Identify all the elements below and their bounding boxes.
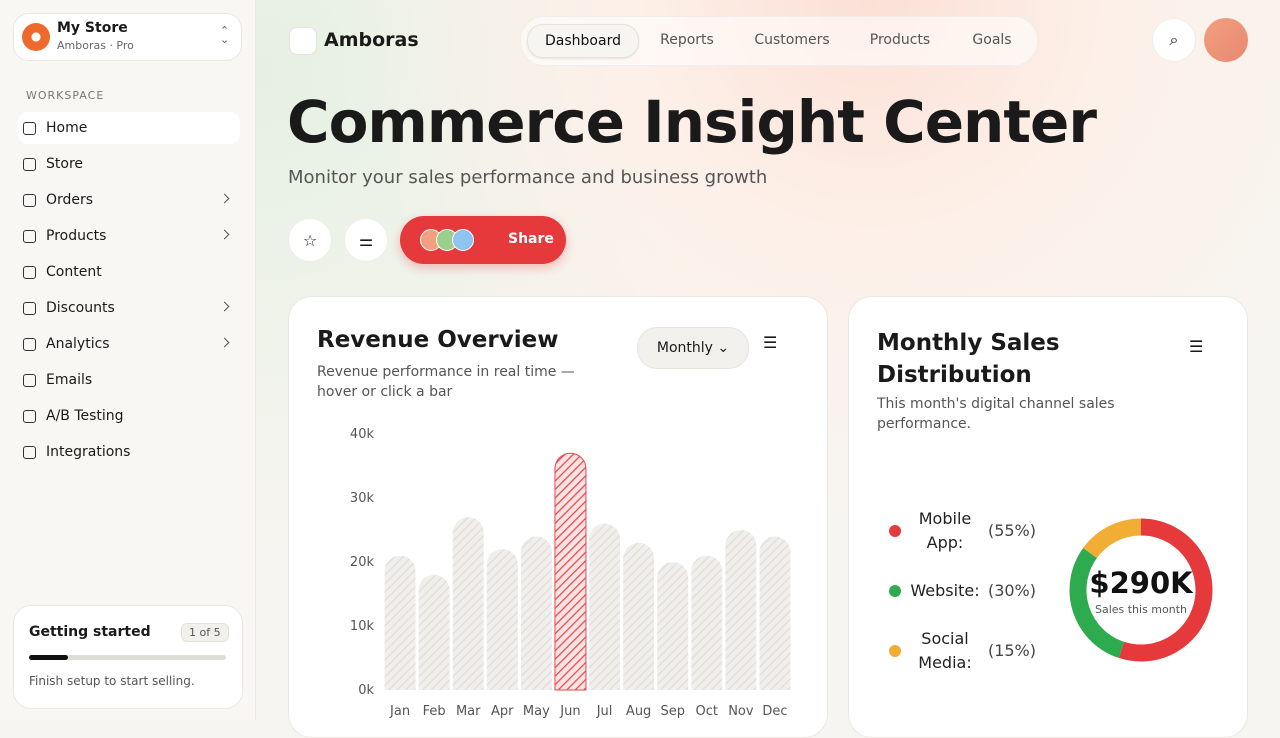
avatar[interactable] — [1204, 18, 1248, 62]
nav-icon — [23, 302, 36, 315]
share-button[interactable]: Share — [400, 216, 566, 264]
store-logo — [22, 23, 50, 51]
chevron — [219, 301, 230, 312]
chevron — [219, 337, 230, 348]
nav-tab[interactable]: Products — [869, 32, 931, 48]
nav-item[interactable]: Discounts — [18, 292, 240, 324]
nav-item[interactable]: Products — [18, 220, 240, 252]
progress-fill — [29, 655, 69, 660]
filter-button[interactable]: ⚌ — [344, 218, 388, 262]
nav-icon — [23, 194, 36, 207]
nav-item[interactable]: Analytics — [18, 328, 240, 360]
nav-label: Discounts — [46, 300, 115, 316]
revenue-card: Revenue Overview Revenue performance in … — [288, 296, 828, 738]
brand: Amboras — [324, 29, 419, 51]
nav-item[interactable]: Content — [18, 256, 240, 288]
nav-icon — [23, 338, 36, 351]
nav-icon — [23, 158, 36, 171]
period-select[interactable]: Monthly ⌄ — [637, 327, 749, 369]
nav-item[interactable]: Store — [18, 148, 240, 180]
card-title: Revenue Overview — [317, 327, 559, 353]
hero-title: Commerce Insight Center — [287, 88, 1097, 156]
nav-item[interactable]: Home — [18, 112, 240, 144]
nav-label: A/B Testing — [46, 408, 124, 424]
hero-subtitle: Monitor your sales performance and busin… — [288, 167, 768, 188]
progress-track — [29, 655, 226, 660]
nav-icon — [23, 374, 36, 387]
store-switcher[interactable]: My Store Amboras · Pro ⌃ ⌄ — [13, 13, 242, 61]
nav-icon — [23, 266, 36, 279]
nav-label: Products — [46, 228, 107, 244]
gs-note: Finish setup to start selling. — [29, 674, 195, 688]
section-label: WORKSPACE — [26, 89, 105, 102]
card-subtitle: This month's digital channel sales perfo… — [877, 396, 1115, 432]
nav-label: Integrations — [46, 444, 131, 460]
nav-label: Store — [46, 156, 84, 172]
nav-label: Orders — [46, 192, 94, 208]
getting-started: Getting started 1 of 5 Finish setup to s… — [13, 605, 243, 709]
nav-tab[interactable]: Reports — [660, 32, 714, 48]
nav-label: Home — [46, 120, 88, 136]
menu-button[interactable]: ☰ — [1189, 337, 1204, 356]
store-plan: Amboras · Pro — [57, 39, 134, 52]
nav-icon — [23, 410, 36, 423]
gs-step: 1 of 5 — [181, 623, 229, 642]
nav-icon — [23, 122, 36, 135]
nav-tab[interactable]: Goals — [972, 32, 1012, 48]
nav-label: Emails — [46, 372, 93, 388]
nav-icon — [23, 446, 36, 459]
sidebar: My Store Amboras · Pro ⌃ ⌄ WORKSPACE Gett… — [0, 0, 256, 720]
period-label: Monthly — [656, 340, 713, 356]
switch-icon: ⌃ ⌄ — [220, 24, 230, 46]
gs-title: Getting started — [29, 624, 151, 640]
sales-card: Monthly Sales Distribution This month's … — [848, 296, 1248, 738]
search-button[interactable]: ⌕ — [1152, 18, 1196, 62]
nav-label: Content — [46, 264, 102, 280]
nav-icon — [23, 230, 36, 243]
nav-label: Analytics — [46, 336, 110, 352]
nav-item[interactable]: Emails — [18, 364, 240, 396]
card-title: Monthly Sales Distribution — [877, 330, 1060, 388]
nav-tab[interactable]: Customers — [754, 32, 830, 48]
sidebar-toggle[interactable] — [289, 27, 317, 55]
nav-item[interactable]: Orders — [18, 184, 240, 216]
nav-item[interactable]: A/B Testing — [18, 400, 240, 432]
menu-button[interactable]: ☰ — [763, 333, 778, 352]
store-name: My Store — [57, 20, 128, 36]
collab-avatar — [452, 229, 474, 251]
chevron — [219, 229, 230, 240]
favorite-button[interactable]: ☆ — [288, 218, 332, 262]
card-subtitle: Revenue performance in real time — hover… — [317, 364, 575, 400]
share-label: Share — [508, 231, 554, 247]
nav-item[interactable]: Integrations — [18, 436, 240, 468]
nav-tab[interactable]: Dashboard — [527, 24, 639, 58]
chevron — [219, 193, 230, 204]
